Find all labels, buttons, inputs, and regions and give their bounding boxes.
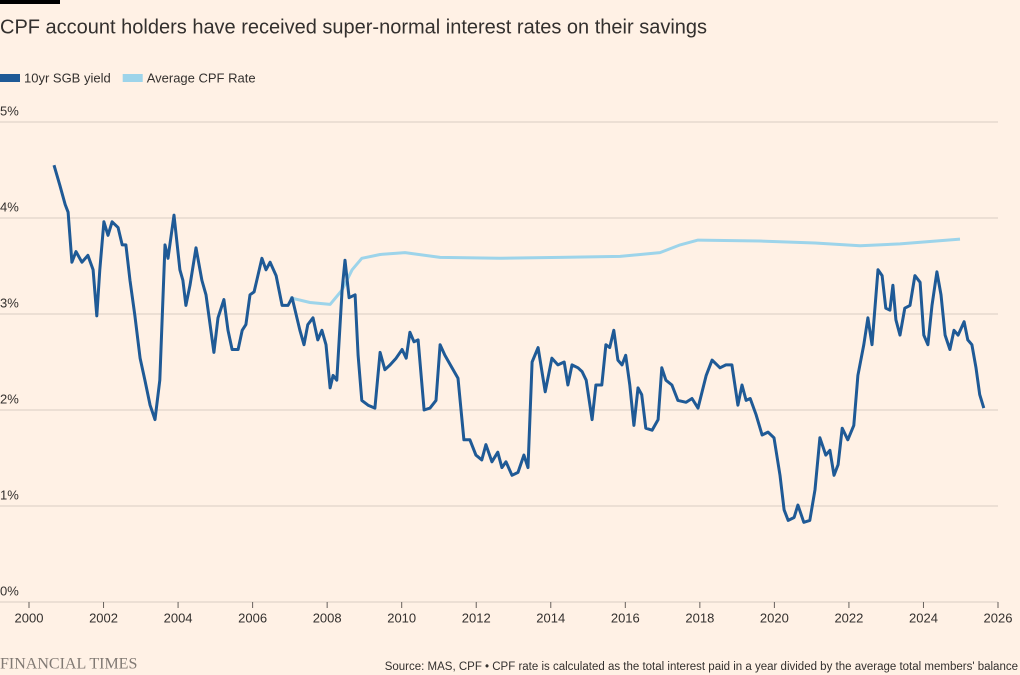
x-tick-label: 2016 [611,610,640,625]
x-tick-label: 2004 [164,610,193,625]
x-tick-label: 2014 [536,610,565,625]
y-tick-label: 3% [0,295,19,310]
x-tick-label: 2002 [89,610,118,625]
brand-bar [0,0,60,4]
x-tick-label: 2010 [387,610,416,625]
x-tick-label: 2024 [909,610,938,625]
legend-label: 10yr SGB yield [24,70,111,85]
y-tick-label: 1% [0,487,19,502]
x-tick-label: 2006 [238,610,267,625]
legend-swatch [0,74,20,82]
x-tick-label: 2026 [984,610,1013,625]
y-tick-label: 0% [0,583,19,598]
series-line [52,164,986,524]
x-tick-label: 2008 [313,610,342,625]
x-tick-label: 2018 [685,610,714,625]
legend-swatch [122,74,143,82]
chart-title: CPF account holders have received super-… [0,16,707,38]
y-tick-label: 5% [0,103,19,118]
x-tick-label: 2020 [760,610,789,625]
x-tick-label: 2022 [834,610,863,625]
brand: FINANCIAL TIMES [0,656,137,673]
series-line [289,237,961,306]
legend-label: Average CPF Rate [147,70,256,85]
x-tick-label: 2000 [15,610,44,625]
x-tick-label: 2012 [462,610,491,625]
y-tick-label: 4% [0,199,19,214]
y-tick-label: 2% [0,391,19,406]
source-note: Source: MAS, CPF • CPF rate is calculate… [385,661,1018,673]
